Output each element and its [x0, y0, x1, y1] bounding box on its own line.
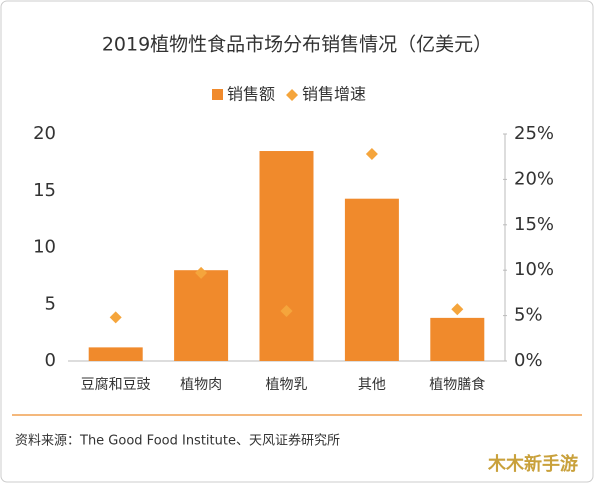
bar [88, 347, 143, 361]
bar [430, 317, 485, 361]
x-tick-label: 植物肉 [180, 377, 222, 393]
x-tick-label: 其他 [358, 377, 386, 393]
y2-tick-label: 25% [514, 123, 554, 144]
y-tick-label: 15 [33, 180, 56, 201]
x-tick-label: 植物膳食 [429, 376, 485, 393]
y2-tick-label: 10% [514, 259, 554, 280]
y2-tick-label: 15% [514, 214, 554, 235]
legend-swatch [212, 89, 223, 100]
legend-label: 销售增速 [302, 85, 366, 104]
legend-label: 销售额 [227, 85, 275, 104]
growth-marker [109, 311, 122, 324]
x-tick-label: 豆腐和豆豉 [81, 376, 151, 393]
legend-swatch [286, 89, 299, 101]
watermark: 木木新手游 [487, 453, 578, 475]
y-tick-label: 10 [33, 237, 56, 258]
y-tick-label: 0 [45, 350, 56, 371]
growth-marker [280, 305, 293, 318]
growth-marker [365, 147, 378, 160]
x-tick-label: 植物乳 [266, 377, 308, 393]
source-note: 资料来源：The Good Food Institute、天风证券研究所 [15, 433, 340, 449]
chart-title: 2019植物性食品市场分布销售情况（亿美元） [102, 34, 492, 56]
y2-tick-label: 5% [514, 305, 543, 326]
growth-marker [451, 303, 464, 316]
growth-marker [195, 266, 208, 279]
y2-tick-label: 0% [514, 350, 543, 371]
y-tick-label: 20 [33, 123, 56, 144]
bar [174, 270, 229, 361]
bar [344, 198, 399, 361]
bar [259, 151, 314, 361]
y-tick-label: 5 [45, 293, 56, 314]
y2-tick-label: 20% [514, 168, 554, 189]
